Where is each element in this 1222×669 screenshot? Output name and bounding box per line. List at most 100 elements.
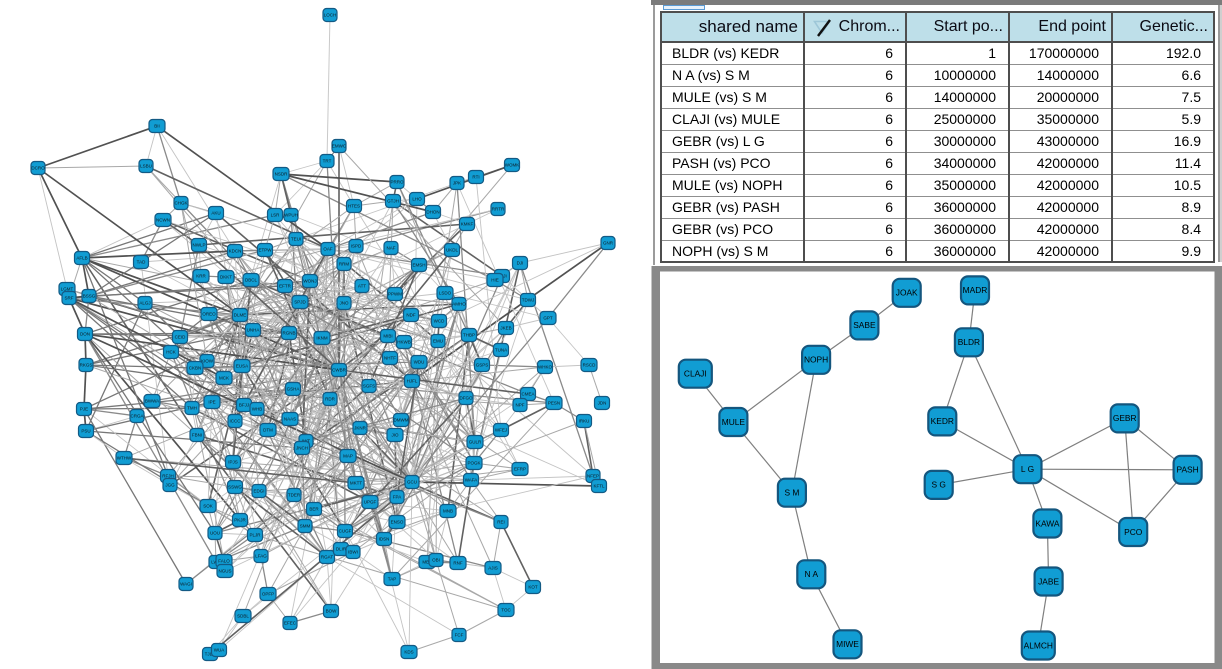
svg-text:SMM: SMM <box>300 524 311 529</box>
svg-text:DHON: DHON <box>426 210 439 215</box>
svg-text:EMWC: EMWC <box>332 144 347 149</box>
svg-text:ALGJ: ALGJ <box>139 301 150 306</box>
svg-text:TJLU: TJLU <box>205 652 216 657</box>
svg-text:SPJD: SPJD <box>294 300 306 305</box>
svg-text:DJI: DJI <box>517 261 524 266</box>
svg-text:JABE: JABE <box>1038 576 1059 586</box>
svg-text:MIBI: MIBI <box>383 334 392 339</box>
svg-text:BLDR: BLDR <box>958 337 980 347</box>
svg-text:JNCH: JNCH <box>296 446 308 451</box>
svg-text:DBCL: DBCL <box>245 278 258 283</box>
svg-text:TMH: TMH <box>187 406 197 411</box>
svg-text:PPWM: PPWM <box>388 292 402 297</box>
svg-text:WAGI: WAGI <box>180 582 192 587</box>
svg-text:LGMT: LGMT <box>61 287 74 292</box>
svg-text:RSCD: RSCD <box>583 363 597 368</box>
svg-text:KOT: KOT <box>528 585 538 590</box>
svg-text:CWBR: CWBR <box>332 368 346 373</box>
svg-text:JPK: JPK <box>453 181 461 186</box>
svg-text:GPT: GPT <box>543 316 553 321</box>
svg-text:TEUI: TEUI <box>291 237 301 242</box>
svg-text:IRKU: IRKU <box>579 419 590 424</box>
svg-text:BFJJ: BFJJ <box>239 403 249 408</box>
svg-text:UPGF: UPGF <box>364 500 377 505</box>
svg-text:MADR: MADR <box>963 285 988 295</box>
svg-text:POGK: POGK <box>467 461 480 466</box>
svg-text:RDR: RDR <box>325 397 335 402</box>
svg-text:EMU: EMU <box>433 339 443 344</box>
svg-text:SSWG: SSWG <box>228 485 242 490</box>
svg-text:TAD: TAD <box>137 260 146 265</box>
svg-text:WAFA: WAFA <box>465 478 478 483</box>
svg-text:CUGF: CUGF <box>339 529 352 534</box>
svg-text:EMSH: EMSH <box>412 263 425 268</box>
svg-text:MKTT: MKTT <box>350 481 362 486</box>
svg-text:N A: N A <box>805 569 819 579</box>
svg-text:OAF: OAF <box>323 247 333 252</box>
svg-text:NSDR: NSDR <box>275 172 289 177</box>
svg-text:KAWA: KAWA <box>1035 518 1059 528</box>
svg-text:KMKF: KMKF <box>461 222 474 227</box>
svg-text:UNHA: UNHA <box>247 328 260 333</box>
svg-text:BER: BER <box>309 507 319 512</box>
svg-text:HKWB: HKWB <box>397 340 411 345</box>
svg-text:PESN: PESN <box>548 401 560 406</box>
svg-text:S M: S M <box>784 488 799 498</box>
svg-text:WCD: WCD <box>434 319 445 324</box>
svg-text:DTM: DTM <box>263 428 273 433</box>
svg-text:SABE: SABE <box>853 320 876 330</box>
svg-text:GEBR: GEBR <box>1113 413 1137 423</box>
svg-text:DKKT: DKKT <box>220 275 232 280</box>
svg-text:GULR: GULR <box>469 440 482 445</box>
svg-text:WDU: WDU <box>414 360 425 365</box>
svg-text:SDBL: SDBL <box>237 614 249 619</box>
svg-text:PSU: PSU <box>81 429 90 434</box>
svg-text:GCU: GCU <box>407 480 417 485</box>
svg-text:JDN: JDN <box>598 401 607 406</box>
svg-text:NHTF: NHTF <box>384 356 396 361</box>
svg-text:GNR: GNR <box>603 241 614 246</box>
svg-text:NAAS: NAAS <box>284 417 296 422</box>
svg-text:BII: BII <box>154 124 160 129</box>
svg-text:NWLP: NWLP <box>192 243 205 248</box>
svg-text:RTI: RTI <box>472 175 479 180</box>
svg-text:SRF: SRF <box>65 296 74 301</box>
svg-text:FCF: FCF <box>455 633 464 638</box>
svg-text:WOMK: WOMK <box>505 163 520 168</box>
svg-text:GSPS: GSPS <box>476 363 489 368</box>
svg-text:THBP: THBP <box>463 333 475 338</box>
svg-text:SGFS: SGFS <box>363 384 375 389</box>
svg-text:ENSO: ENSO <box>391 520 404 525</box>
svg-text:JKNR: JKNR <box>354 426 367 431</box>
svg-text:RKGS: RKGS <box>80 363 93 368</box>
svg-text:FALO: FALO <box>218 559 230 564</box>
svg-text:NOPH: NOPH <box>804 355 828 365</box>
svg-text:KDS: KDS <box>404 650 413 655</box>
svg-text:KRR: KRR <box>196 274 206 279</box>
svg-text:IPE: IPE <box>208 400 215 405</box>
svg-text:RGNB: RGNB <box>282 331 295 336</box>
svg-text:RGAT: RGAT <box>321 555 333 560</box>
svg-text:IKNM: IKNM <box>316 336 328 341</box>
svg-text:RFJH: RFJH <box>162 474 174 479</box>
svg-text:SOK: SOK <box>203 504 213 509</box>
svg-text:WONJ: WONJ <box>303 279 316 284</box>
svg-text:GTJH: GTJH <box>387 199 399 204</box>
svg-text:MNB: MNB <box>443 509 453 514</box>
svg-text:CKBN: CKBN <box>189 366 202 371</box>
svg-text:CHGK: CHGK <box>174 201 187 206</box>
svg-text:ICCC: ICCC <box>230 419 242 424</box>
svg-text:MULE: MULE <box>722 417 746 427</box>
svg-text:PLJR: PLJR <box>249 533 261 538</box>
svg-text:LSBU: LSBU <box>140 164 152 169</box>
svg-text:TDWJ: TDWJ <box>522 298 535 303</box>
svg-text:HCK: HCK <box>166 350 176 355</box>
svg-text:WTHW: WTHW <box>117 456 132 461</box>
svg-text:OREO: OREO <box>202 312 216 317</box>
svg-text:CRGA: CRGA <box>130 414 143 419</box>
svg-text:PJE: PJE <box>80 407 88 412</box>
svg-text:MCK: MCK <box>219 376 229 381</box>
svg-text:KFTL: KFTL <box>593 484 604 489</box>
svg-text:NAF: NAF <box>387 246 396 251</box>
svg-text:PRRO: PRRO <box>390 180 404 185</box>
